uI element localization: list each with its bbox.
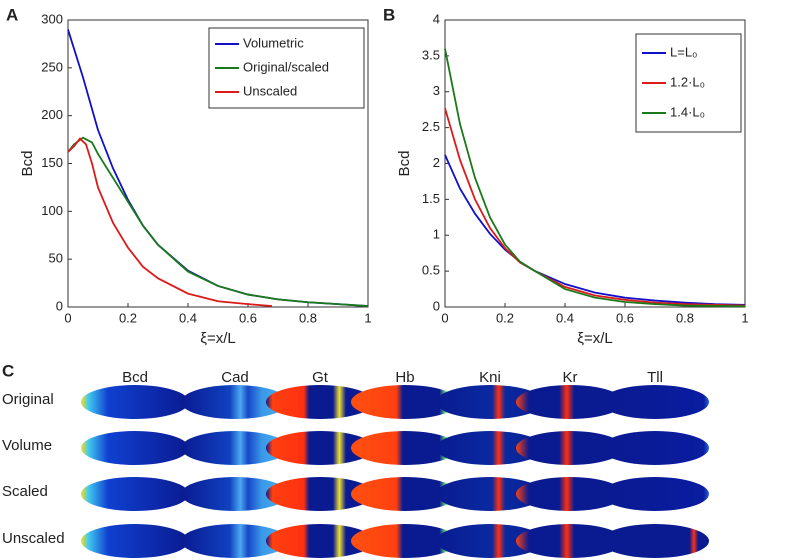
x-tick-label: 0.8 — [676, 310, 694, 325]
embryo — [266, 524, 374, 558]
legend-label: 1.4·L₀ — [670, 104, 705, 119]
column-label: Bcd — [122, 369, 148, 386]
embryo — [601, 524, 709, 558]
panel-label: B — [383, 5, 395, 24]
x-tick-label: 0.2 — [119, 310, 137, 325]
data-line — [67, 137, 273, 307]
y-tick-label: 150 — [41, 155, 63, 170]
y-tick-label: 200 — [41, 107, 63, 122]
row-label: Unscaled — [2, 530, 65, 547]
embryo — [351, 477, 459, 511]
x-tick-label: 0.2 — [496, 310, 514, 325]
embryo — [351, 431, 459, 465]
legend-label: 1.2·L₀ — [670, 74, 705, 89]
embryo — [516, 524, 624, 558]
panel-label: C — [2, 361, 14, 380]
embryo — [266, 431, 374, 465]
embryo — [181, 385, 289, 419]
y-axis-label: Bcd — [19, 151, 36, 177]
embryo — [351, 385, 459, 419]
embryo — [601, 431, 709, 465]
y-tick-label: 3 — [433, 83, 440, 98]
row-label: Scaled — [2, 483, 48, 500]
embryo — [181, 477, 289, 511]
y-tick-label: 2 — [433, 155, 440, 170]
y-tick-label: 0 — [56, 298, 63, 313]
x-tick-label: 0 — [441, 310, 448, 325]
y-tick-label: 250 — [41, 59, 63, 74]
data-line — [67, 136, 369, 307]
data-line — [444, 154, 746, 306]
x-axis-label: ξ=x/L — [200, 330, 236, 347]
x-tick-label: 0.6 — [239, 310, 257, 325]
column-label: Kni — [479, 369, 501, 386]
embryo — [266, 385, 374, 419]
x-tick-label: 0.4 — [556, 310, 574, 325]
embryo — [81, 524, 189, 558]
y-axis-label: Bcd — [396, 151, 413, 177]
y-tick-label: 1.5 — [422, 191, 440, 206]
legend-label: L=L₀ — [670, 44, 697, 59]
data-line — [444, 48, 746, 308]
embryo — [181, 431, 289, 465]
x-tick-label: 0.8 — [299, 310, 317, 325]
column-label: Gt — [312, 369, 329, 386]
x-tick-label: 0.6 — [616, 310, 634, 325]
embryo — [436, 524, 544, 558]
y-tick-label: 3.5 — [422, 47, 440, 62]
embryo — [81, 431, 189, 465]
column-label: Tll — [647, 369, 663, 386]
legend-label: Original/scaled — [243, 59, 329, 74]
embryo — [436, 477, 544, 511]
embryo — [351, 524, 459, 558]
column-label: Hb — [395, 369, 414, 386]
data-line — [444, 108, 746, 307]
embryo — [436, 385, 544, 419]
embryo — [266, 477, 374, 511]
x-tick-label: 1 — [364, 310, 371, 325]
y-tick-label: 2.5 — [422, 119, 440, 134]
embryo — [81, 385, 189, 419]
x-axis-label: ξ=x/L — [577, 330, 613, 347]
embryo — [516, 431, 624, 465]
y-tick-label: 0.5 — [422, 263, 440, 278]
y-tick-label: 50 — [49, 251, 63, 266]
x-tick-label: 0 — [64, 310, 71, 325]
legend-label: Unscaled — [243, 83, 297, 98]
x-tick-label: 0.4 — [179, 310, 197, 325]
column-label: Kr — [563, 369, 578, 386]
legend-label: Volumetric — [243, 35, 304, 50]
column-label: Cad — [221, 369, 249, 386]
legend-box — [635, 33, 742, 133]
embryo — [601, 477, 709, 511]
panel-label: A — [6, 5, 18, 24]
y-tick-label: 0 — [433, 298, 440, 313]
row-label: Volume — [2, 437, 52, 454]
embryo — [516, 385, 624, 419]
y-tick-label: 1 — [433, 227, 440, 242]
embryo — [81, 477, 189, 511]
embryo — [516, 477, 624, 511]
row-label: Original — [2, 391, 54, 408]
y-tick-label: 100 — [41, 203, 63, 218]
embryo — [601, 385, 709, 419]
y-tick-label: 4 — [433, 11, 440, 26]
embryo — [181, 524, 289, 558]
x-tick-label: 1 — [741, 310, 748, 325]
y-tick-label: 300 — [41, 11, 63, 26]
embryo — [436, 431, 544, 465]
